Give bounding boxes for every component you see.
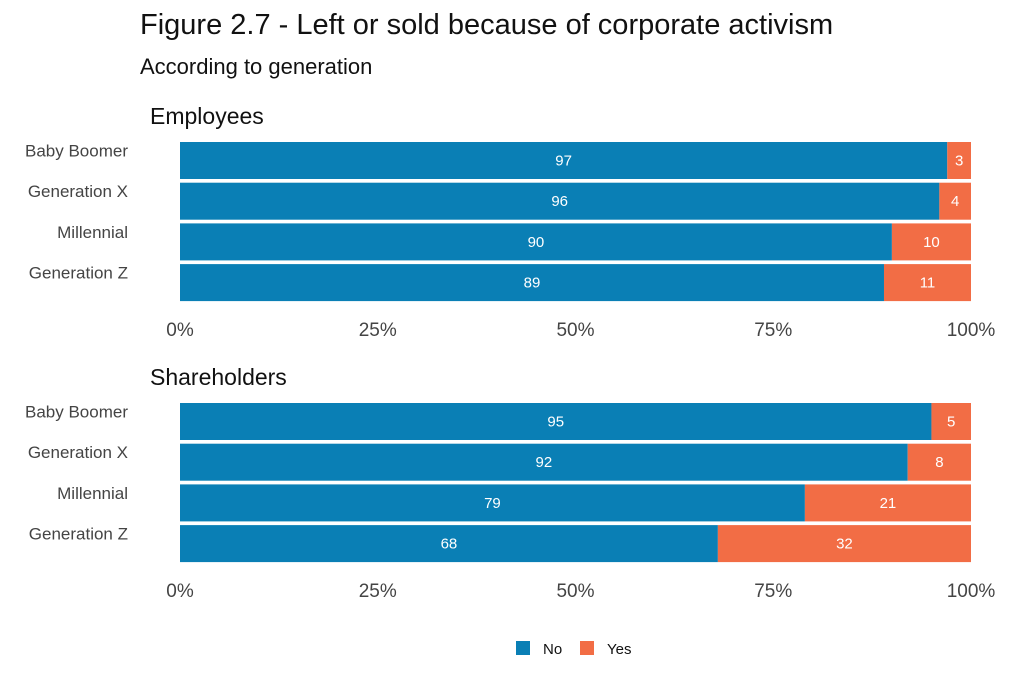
- bar-no: [180, 525, 718, 563]
- legend-label-yes: Yes: [607, 641, 631, 658]
- bar-value-label: 79: [484, 495, 501, 512]
- x-tick-label: 0%: [166, 581, 194, 602]
- category-label: Generation X: [28, 182, 128, 201]
- category-label: Generation Z: [29, 525, 128, 544]
- chart-title: Figure 2.7 - Left or sold because of cor…: [140, 9, 833, 41]
- bar-no: [180, 182, 940, 220]
- bar-value-label: 8: [935, 454, 943, 471]
- panel-title: Shareholders: [150, 364, 287, 390]
- bar-value-label: 21: [880, 495, 897, 512]
- x-tick-label: 0%: [166, 320, 194, 341]
- legend: No Yes: [516, 641, 631, 658]
- bar-value-label: 4: [951, 193, 959, 210]
- bar-value-label: 97: [555, 153, 572, 170]
- x-tick-label: 100%: [947, 320, 996, 341]
- bar-yes: [717, 525, 971, 563]
- x-tick-label: 75%: [754, 320, 792, 341]
- bar-yes: [804, 484, 971, 522]
- category-label: Millennial: [57, 484, 128, 503]
- bar-value-label: 5: [947, 414, 955, 431]
- x-tick-label: 50%: [556, 581, 594, 602]
- legend-swatch-yes: [580, 641, 594, 655]
- bar-no: [180, 443, 908, 481]
- bar-no: [180, 403, 932, 440]
- bar-value-label: 32: [836, 536, 853, 553]
- x-tick-label: 25%: [359, 581, 397, 602]
- category-label: Millennial: [57, 223, 128, 242]
- category-label: Generation Z: [29, 264, 128, 283]
- x-tick-label: 75%: [754, 581, 792, 602]
- x-tick-label: 100%: [947, 581, 996, 602]
- category-label: Baby Boomer: [25, 403, 128, 422]
- bar-yes: [939, 182, 971, 220]
- panel-employees: Employees Baby Boomer 97 3 Generation X 96 4 M…: [25, 103, 995, 341]
- bar-yes: [891, 223, 971, 261]
- bar-no: [180, 264, 884, 302]
- x-tick-label: 50%: [556, 320, 594, 341]
- bar-value-label: 3: [955, 153, 963, 170]
- bar-yes: [931, 403, 971, 440]
- bar-value-label: 92: [536, 454, 553, 471]
- x-tick-label: 25%: [359, 320, 397, 341]
- chart-subtitle: According to generation: [140, 54, 372, 79]
- legend-swatch-no: [516, 641, 530, 655]
- bar-yes: [907, 443, 971, 481]
- bar-yes: [883, 264, 971, 302]
- bar-value-label: 96: [551, 193, 568, 210]
- bar-no: [180, 223, 892, 261]
- bar-yes: [947, 142, 971, 179]
- category-label: Baby Boomer: [25, 142, 128, 161]
- legend-label-no: No: [543, 641, 562, 658]
- bar-value-label: 89: [524, 275, 541, 292]
- bar-value-label: 10: [923, 234, 940, 251]
- bar-value-label: 95: [547, 414, 564, 431]
- bar-no: [180, 142, 948, 179]
- panel-shareholders: Shareholders Baby Boomer 95 5 Generation X 9…: [25, 364, 995, 602]
- bar-value-label: 90: [528, 234, 545, 251]
- panel-title: Employees: [150, 103, 264, 129]
- bar-no: [180, 484, 805, 522]
- bar-value-label: 68: [441, 536, 458, 553]
- category-label: Generation X: [28, 443, 128, 462]
- bar-value-label: 11: [920, 275, 936, 292]
